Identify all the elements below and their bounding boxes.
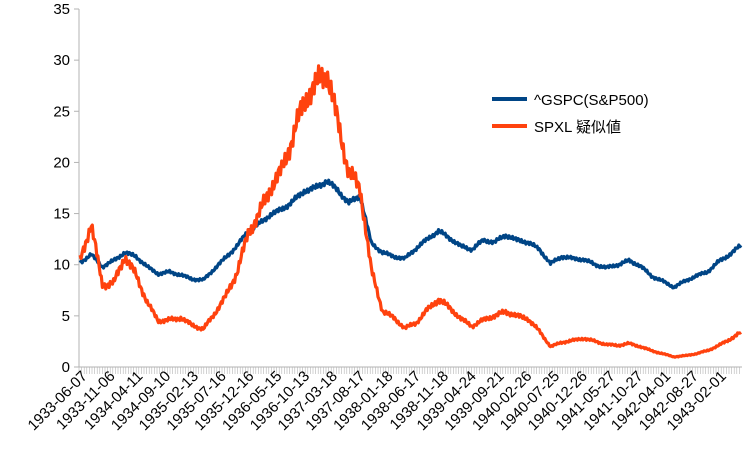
y-tick-label: 25 bbox=[53, 103, 70, 120]
y-tick-label: 10 bbox=[53, 257, 70, 274]
series-layer bbox=[78, 64, 743, 359]
y-tick-label: 15 bbox=[53, 206, 70, 223]
y-tick-label: 0 bbox=[62, 359, 70, 376]
y-tick-label: 5 bbox=[62, 308, 70, 325]
y-axis: 0 5 10 15 20 25 30 35 bbox=[53, 1, 79, 376]
y-tick-label: 20 bbox=[53, 154, 70, 171]
series-line-spxl bbox=[78, 64, 743, 359]
legend-label-gspc: ^GSPC(S&P500) bbox=[534, 92, 649, 109]
x-axis: 1933-06-071933-11-061934-04-111934-09-10… bbox=[25, 368, 730, 434]
y-tick-label: 35 bbox=[53, 1, 70, 18]
legend: ^GSPC(S&P500) SPXL 疑似値 bbox=[492, 92, 649, 136]
legend-label-spxl: SPXL 疑似値 bbox=[534, 119, 621, 136]
series-line-gspc bbox=[78, 178, 743, 290]
y-tick-label: 30 bbox=[53, 52, 70, 69]
x-minor-ticks bbox=[78, 367, 740, 374]
plot-area: 0 5 10 15 20 25 30 35 1933-06-071933-11-061934-… bbox=[25, 1, 743, 434]
